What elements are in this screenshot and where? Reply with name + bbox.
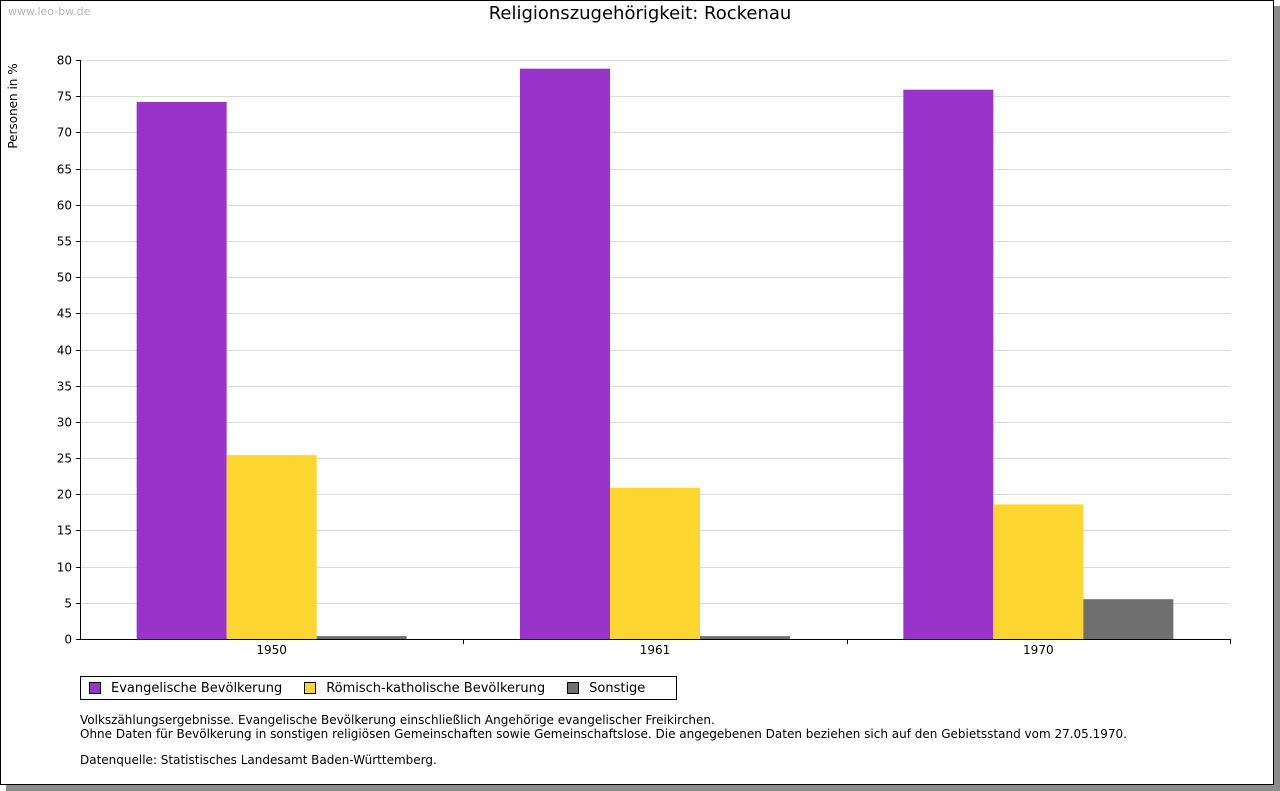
legend-swatch-sonstige [567,682,580,694]
y-tick-label: 15 [57,524,72,538]
y-tick-label: 5 [64,597,72,611]
y-tick-label: 80 [57,54,72,68]
chart-title: Religionszugehörigkeit: Rockenau [488,3,792,24]
y-tick-label: 0 [64,633,72,647]
legend-label-evangelisch: Evangelische Bevölkerung [111,680,283,696]
y-tick-label: 75 [57,90,72,104]
legend-item-katholisch: Römisch-katholische Bevölkerung [304,681,545,696]
y-tick-label: 10 [57,561,72,575]
legend-label-katholisch: Römisch-katholische Bevölkerung [326,680,546,696]
y-tick-label: 40 [57,344,72,358]
y-tick-label: 30 [57,416,72,430]
y-tick-label: 70 [57,126,72,140]
legend-item-evangelisch: Evangelische Bevölkerung [89,681,282,696]
bar-2-1970 [1083,599,1174,639]
bar-1-1961 [610,487,700,639]
y-tick-label: 50 [57,271,72,285]
bar-1-1950 [226,455,317,639]
y-tick-label: 65 [57,163,72,177]
legend-item-sonstige: Sonstige [567,681,645,696]
bar-0-1961 [520,68,610,639]
x-tick-label: 1970 [1023,643,1054,657]
x-tick-label: 1961 [640,643,671,657]
legend-swatch-katholisch [304,682,317,694]
y-tick-label: 20 [57,488,72,502]
y-tick-label: 35 [57,380,72,394]
bar-0-1950 [136,101,227,640]
bar-chart: 0 5 10 15 20 25 30 35 40 45 50 55 60 65 70 75 80 1950 1961… [57,54,1231,657]
bar-2-1950 [316,636,407,639]
y-tick-label: 45 [57,307,72,321]
y-tick-label: 55 [57,235,72,249]
y-tick-label: 60 [57,199,72,213]
bar-2-1961 [700,636,790,639]
legend: Evangelische Bevölkerung Römisch-katholi… [80,676,677,700]
bar-1-1970 [993,504,1084,639]
note-line-1: Volkszählungsergebnisse. Evangelische Be… [80,713,715,727]
data-source: Datenquelle: Statistisches Landesamt Bad… [80,753,437,767]
chart-notes: Volkszählungsergebnisse. Evangelische Be… [80,713,1127,767]
legend-swatch-evangelisch [89,682,101,694]
x-tick-label: 1950 [256,643,287,657]
bar-0-1970 [903,89,994,639]
legend-label-sonstige: Sonstige [589,680,646,696]
y-tick-label: 25 [57,452,72,466]
watermark: www.leo-bw.de [8,5,91,18]
note-line-2: Ohne Daten für Bevölkerung in sonstigen … [80,727,1127,741]
